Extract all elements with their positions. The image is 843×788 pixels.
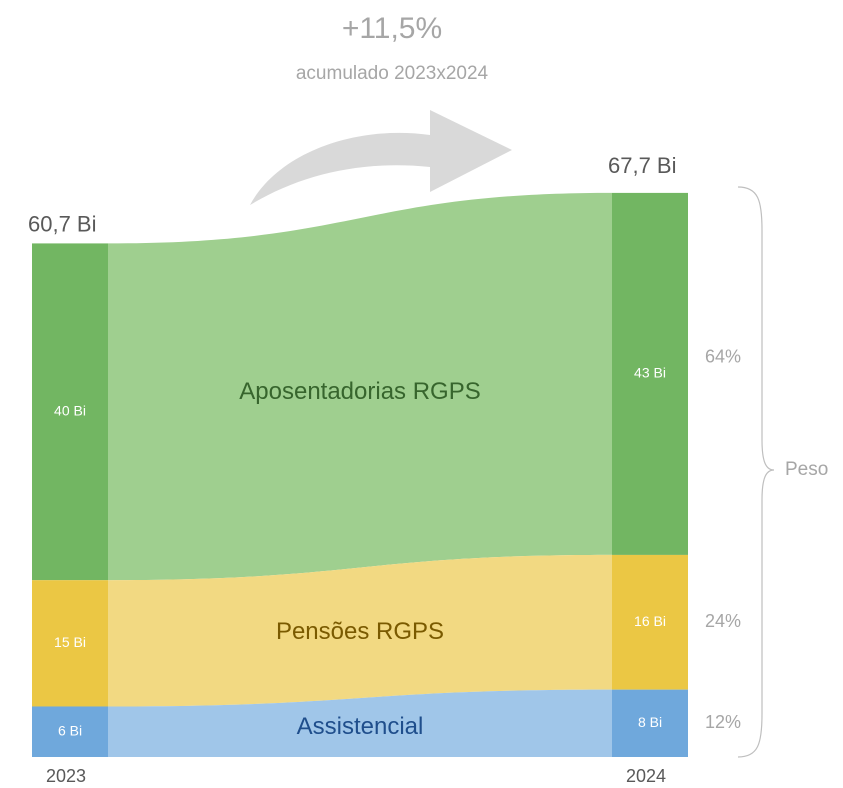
- total-label: 67,7 Bi: [608, 153, 677, 178]
- bar-segment: [612, 192, 688, 555]
- value-label: 40 Bi: [54, 403, 86, 419]
- growth-note: acumulado 2023x2024: [296, 63, 489, 84]
- bar-segment: [612, 554, 688, 690]
- bar-segment: [612, 689, 688, 757]
- series-label: Assistencial: [297, 713, 424, 740]
- value-label: 15 Bi: [54, 634, 86, 650]
- share-label: 64%: [705, 347, 741, 367]
- bar-segment: [32, 580, 108, 707]
- growth-label: +11,5%: [342, 12, 442, 45]
- series-label: Pensões RGPS: [276, 618, 444, 645]
- total-label: 60,7 Bi: [28, 212, 97, 237]
- value-label: 8 Bi: [638, 714, 662, 730]
- share-label: 24%: [705, 611, 741, 631]
- flow: [108, 192, 612, 581]
- growth-arrow: [250, 110, 512, 205]
- value-label: 6 Bi: [58, 722, 82, 738]
- x-tick-label: 2023: [46, 766, 86, 786]
- value-label: 16 Bi: [634, 613, 666, 629]
- flow: [108, 554, 612, 707]
- series-label: Aposentadorias RGPS: [239, 378, 480, 405]
- x-tick-label: 2024: [626, 766, 666, 786]
- share-label: 12%: [705, 712, 741, 732]
- bar-segment: [32, 243, 108, 581]
- bar-segment: [32, 706, 108, 757]
- brace-label: Peso: [785, 459, 828, 480]
- brace: [737, 186, 775, 758]
- value-label: 43 Bi: [634, 365, 666, 381]
- flow: [108, 689, 612, 757]
